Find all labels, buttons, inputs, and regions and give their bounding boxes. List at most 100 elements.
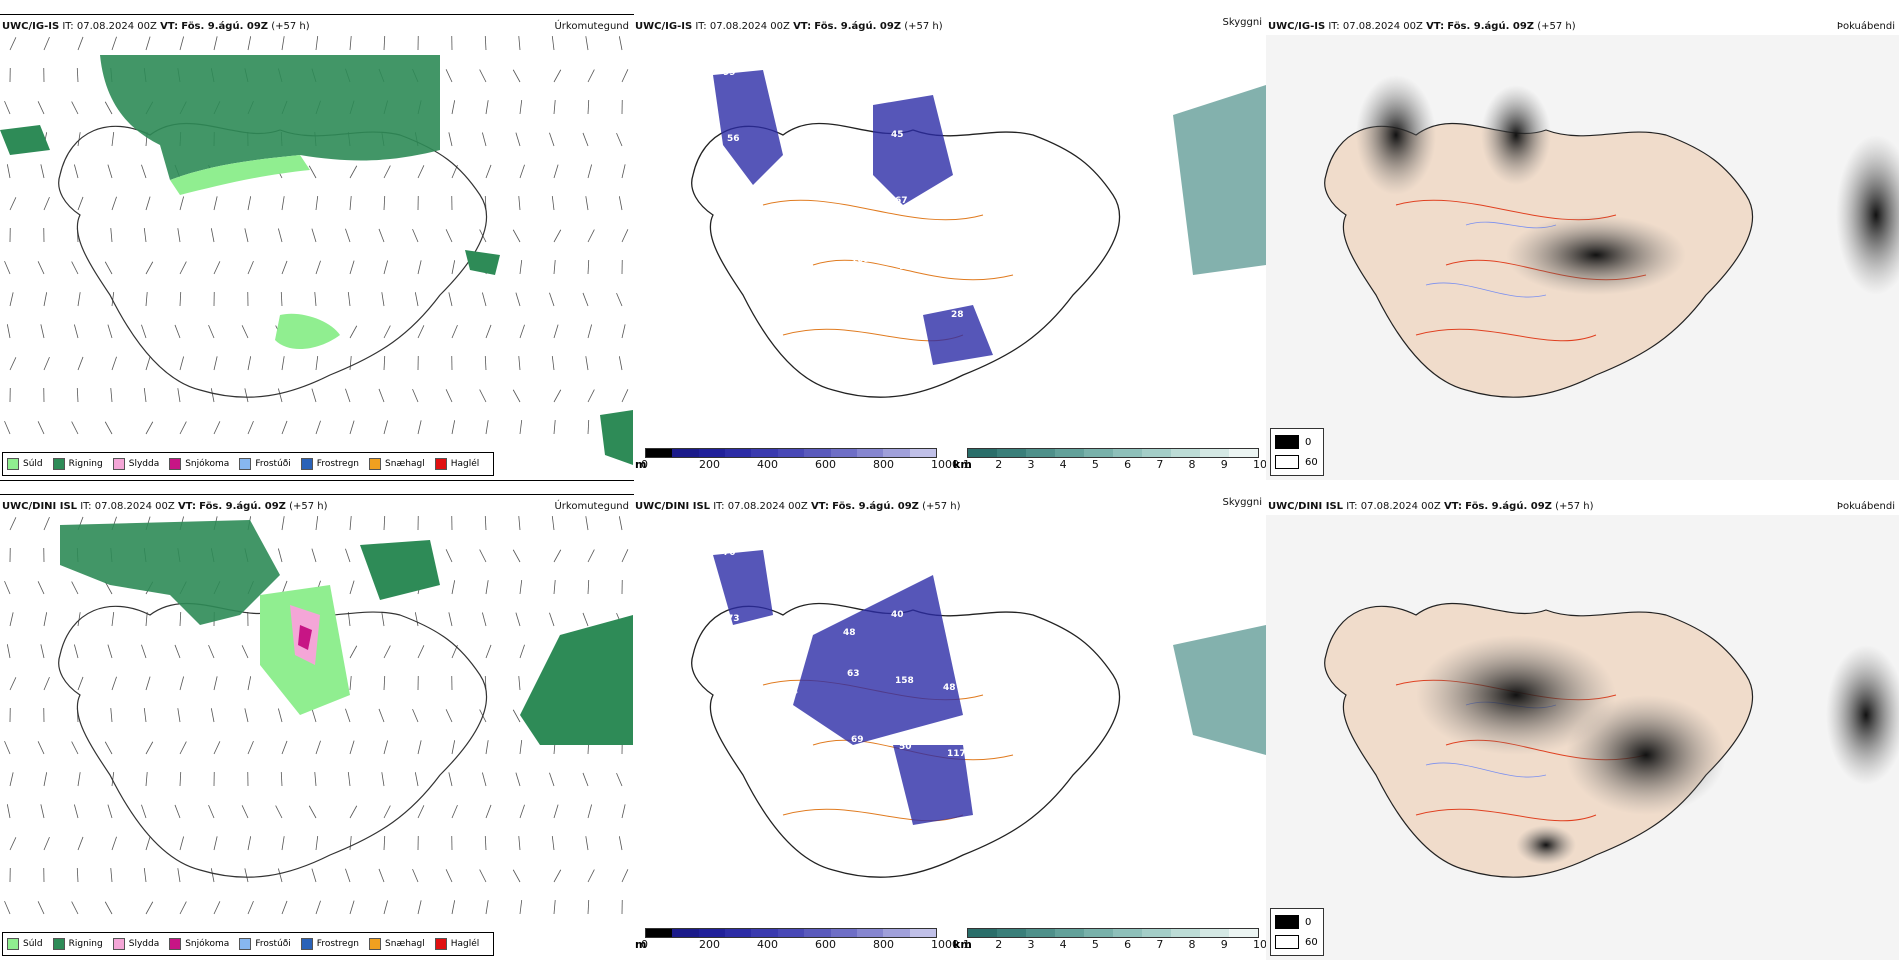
colorbar-tick: 10 — [1253, 938, 1266, 951]
wind-barb — [245, 708, 248, 722]
panel-header: UWC/IG-IS IT: 07.08.2024 00Z VT: Fös. 9.… — [2, 21, 310, 32]
wind-barb — [41, 324, 44, 338]
wind-barb — [485, 516, 486, 530]
wind-barb — [384, 516, 385, 530]
wind-barb — [112, 837, 117, 850]
wind-barb — [78, 772, 80, 786]
ceiling-value-label: 56 — [959, 617, 972, 627]
ceiling-value-label: 67 — [895, 196, 908, 206]
wind-barb — [278, 228, 282, 242]
wind-barb — [111, 708, 112, 722]
panel-header: UWC/DINI ISL IT: 07.08.2024 00Z VT: Fös.… — [2, 501, 328, 512]
wind-barb — [480, 870, 486, 882]
wind-barb — [520, 100, 522, 114]
wind-barb — [278, 868, 282, 882]
wind-barb — [77, 868, 78, 882]
wind-barb — [141, 325, 146, 338]
wind-barb — [452, 740, 455, 754]
wind-barb — [588, 804, 592, 818]
colorbar-tick: 6 — [1124, 938, 1131, 951]
wind-barb — [345, 389, 350, 402]
wind-barb — [282, 421, 287, 434]
wind-barb — [5, 901, 10, 914]
wind-barb — [10, 357, 16, 370]
wind-barb — [350, 516, 351, 530]
wind-barb — [350, 581, 354, 594]
wind-barb — [554, 325, 558, 338]
wind-barb — [74, 164, 78, 178]
cloud-map: 9994667088437655566057454467996056838467… — [633, 35, 1266, 480]
colorbar-tick: 400 — [757, 938, 778, 951]
colorbar-tick: 1 — [963, 458, 970, 471]
ceiling-value-label: 76 — [1119, 572, 1132, 582]
wind-barb — [278, 548, 282, 562]
ceiling-value-label: 55 — [1055, 631, 1068, 641]
wind-barb — [513, 390, 520, 402]
wind-barb — [108, 325, 112, 338]
wind-barb — [178, 708, 180, 722]
wind-barb — [144, 868, 146, 882]
ceiling-value-label: 96 — [947, 269, 960, 279]
ceiling-value-label: 99 — [723, 68, 736, 78]
ceiling-value-label: 61 — [783, 728, 796, 738]
wind-barb — [482, 612, 486, 626]
colorbar-tick: 800 — [873, 458, 894, 471]
ceiling-value-label: 70 — [907, 89, 920, 99]
fog-map — [1266, 515, 1899, 960]
ceiling-value-label: 95 — [739, 812, 752, 822]
wind-barb — [180, 292, 181, 306]
ceiling-value-label: 55 — [1119, 92, 1132, 102]
wind-barb — [418, 645, 424, 658]
wind-barb — [588, 324, 592, 338]
wind-barb — [520, 645, 525, 658]
ceiling-value-label: 64 — [943, 203, 956, 213]
wind-barb — [282, 516, 284, 530]
wind-barb — [214, 901, 220, 914]
wind-barb — [520, 805, 525, 818]
wind-barb — [379, 229, 384, 242]
wind-barb — [180, 422, 186, 434]
wind-barb — [588, 900, 589, 914]
legend-item: Frostregn — [301, 938, 359, 950]
wind-barb — [248, 196, 251, 210]
wind-barb — [282, 901, 287, 914]
ceiling-value-label: 124 — [779, 687, 798, 697]
wind-barb — [586, 836, 588, 850]
wind-barb — [248, 36, 251, 50]
wind-barb — [111, 388, 112, 402]
wind-barb — [44, 292, 47, 306]
fog-panel-top: UWC/IG-IS IT: 07.08.2024 00Z VT: Fös. 9.… — [1266, 15, 1899, 480]
colorbar-tick: 4 — [1060, 458, 1067, 471]
wind-barb — [446, 869, 452, 882]
precip-type-panel-bottom: UWC/DINI ISL IT: 07.08.2024 00Z VT: Fös.… — [0, 495, 633, 960]
wind-barb — [418, 805, 424, 818]
wind-barb — [10, 517, 16, 530]
wind-barb — [108, 805, 112, 818]
wind-barb — [588, 390, 594, 402]
ceiling-value-label: 76 — [1071, 85, 1084, 95]
wind-barb — [242, 805, 248, 818]
wind-barb — [549, 293, 554, 306]
ceiling-value-label: 84 — [847, 189, 860, 199]
precip-legend: Súld Rigning Slydda Snjókoma Frostúði Fr… — [2, 452, 494, 476]
wind-barb — [5, 741, 10, 754]
colorbar-tick: 2 — [995, 458, 1002, 471]
legend-item: Slydda — [113, 458, 159, 470]
wind-barb — [520, 260, 522, 274]
wind-barb — [214, 196, 217, 210]
wind-barb — [617, 133, 622, 146]
wind-barb — [513, 710, 520, 722]
wind-barb — [415, 612, 418, 626]
wind-barb — [384, 740, 388, 754]
wind-barb — [146, 837, 150, 850]
wind-barb — [379, 709, 384, 722]
wind-barb — [144, 228, 146, 242]
wind-barb — [209, 645, 214, 658]
panel-title: Úrkomutegund — [554, 21, 629, 32]
wind-barb — [41, 164, 44, 178]
ceiling-value-label: 43 — [1003, 78, 1016, 88]
wind-barb — [520, 420, 522, 434]
fog-legend: 0 60 — [1270, 908, 1324, 956]
